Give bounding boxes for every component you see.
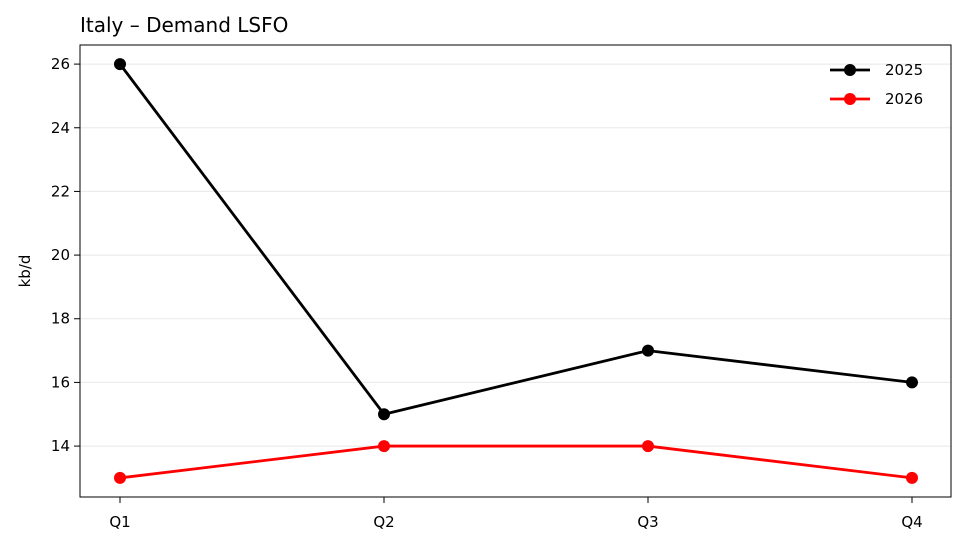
legend-marker <box>844 93 856 105</box>
x-tick-label: Q1 <box>109 513 130 531</box>
data-point <box>114 471 126 484</box>
x-tick-label: Q2 <box>373 513 394 531</box>
data-point <box>642 440 654 453</box>
legend-label: 2025 <box>885 61 923 79</box>
data-point <box>906 376 918 389</box>
y-tick-label: 20 <box>51 246 70 264</box>
legend-marker <box>844 64 856 76</box>
data-point <box>378 440 390 453</box>
y-tick-label: 26 <box>51 55 70 73</box>
y-axis: 14 16 18 20 22 24 26 <box>51 55 80 455</box>
legend-item: 2026 <box>830 90 923 108</box>
x-tick-label: Q4 <box>901 513 922 531</box>
series-lines <box>114 58 918 484</box>
series-line <box>118 63 913 416</box>
legend-item: 2025 <box>830 61 923 79</box>
chart-title: Italy – Demand LSFO <box>80 13 288 37</box>
x-axis: Q1 Q2 Q3 Q4 <box>109 497 923 531</box>
data-point <box>906 471 918 484</box>
y-tick-label: 22 <box>51 182 70 200</box>
y-tick-label: 16 <box>51 373 70 391</box>
plot-frame <box>79 44 952 498</box>
y-tick-label: 14 <box>51 437 70 455</box>
legend-label: 2026 <box>885 90 923 108</box>
y-axis-label: kb/d <box>16 255 34 288</box>
legend: 2025 2026 <box>830 61 923 108</box>
y-tick-label: 18 <box>51 310 70 328</box>
series-2025 <box>114 58 918 421</box>
data-point <box>114 58 126 71</box>
data-point <box>378 408 390 421</box>
data-point <box>642 344 654 357</box>
y-tick-label: 24 <box>51 119 70 137</box>
grid-lines <box>80 63 951 447</box>
x-tick-label: Q3 <box>637 513 658 531</box>
series-2026 <box>114 440 918 484</box>
series-line <box>119 444 913 480</box>
